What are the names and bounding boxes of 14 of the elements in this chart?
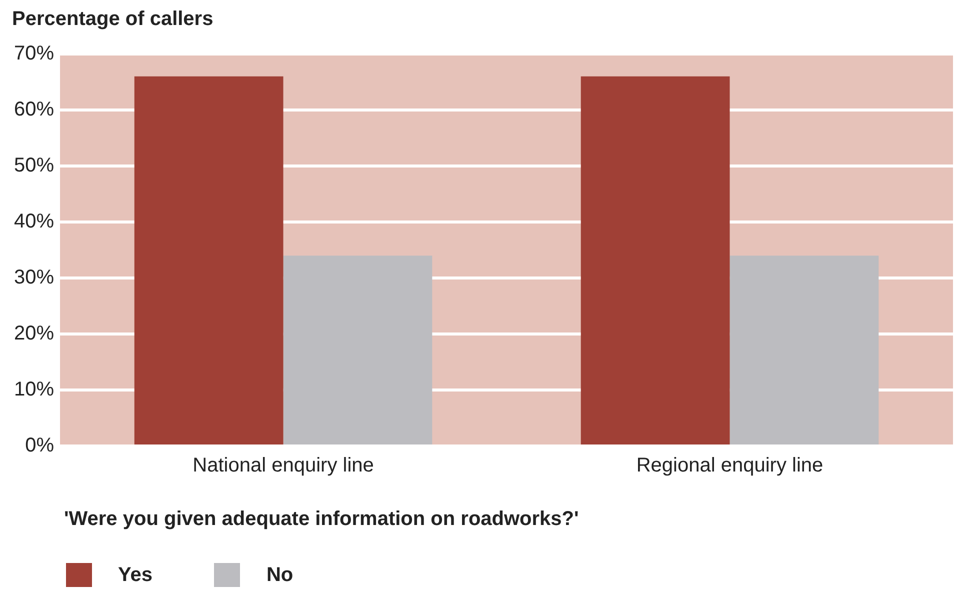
- y-tick-label: 70%: [14, 42, 54, 65]
- legend-label: Yes: [118, 564, 152, 586]
- y-tick-label: 20%: [14, 322, 54, 345]
- y-tick-label: 0%: [25, 434, 54, 457]
- y-tick-label: 30%: [14, 266, 54, 289]
- y-tick-label: 40%: [14, 210, 54, 233]
- legend-label: No: [266, 564, 294, 586]
- y-tick-label: 60%: [14, 98, 54, 121]
- x-tick-label: Regional enquiry line: [636, 454, 824, 477]
- legend-title: 'Were you given adequate information on roadworks?': [64, 508, 580, 531]
- x-tick-label: National enquiry line: [192, 454, 374, 477]
- y-axis-title: Percentage of callers: [12, 8, 214, 32]
- y-tick-label: 10%: [14, 378, 54, 401]
- y-tick-label: 50%: [14, 154, 54, 177]
